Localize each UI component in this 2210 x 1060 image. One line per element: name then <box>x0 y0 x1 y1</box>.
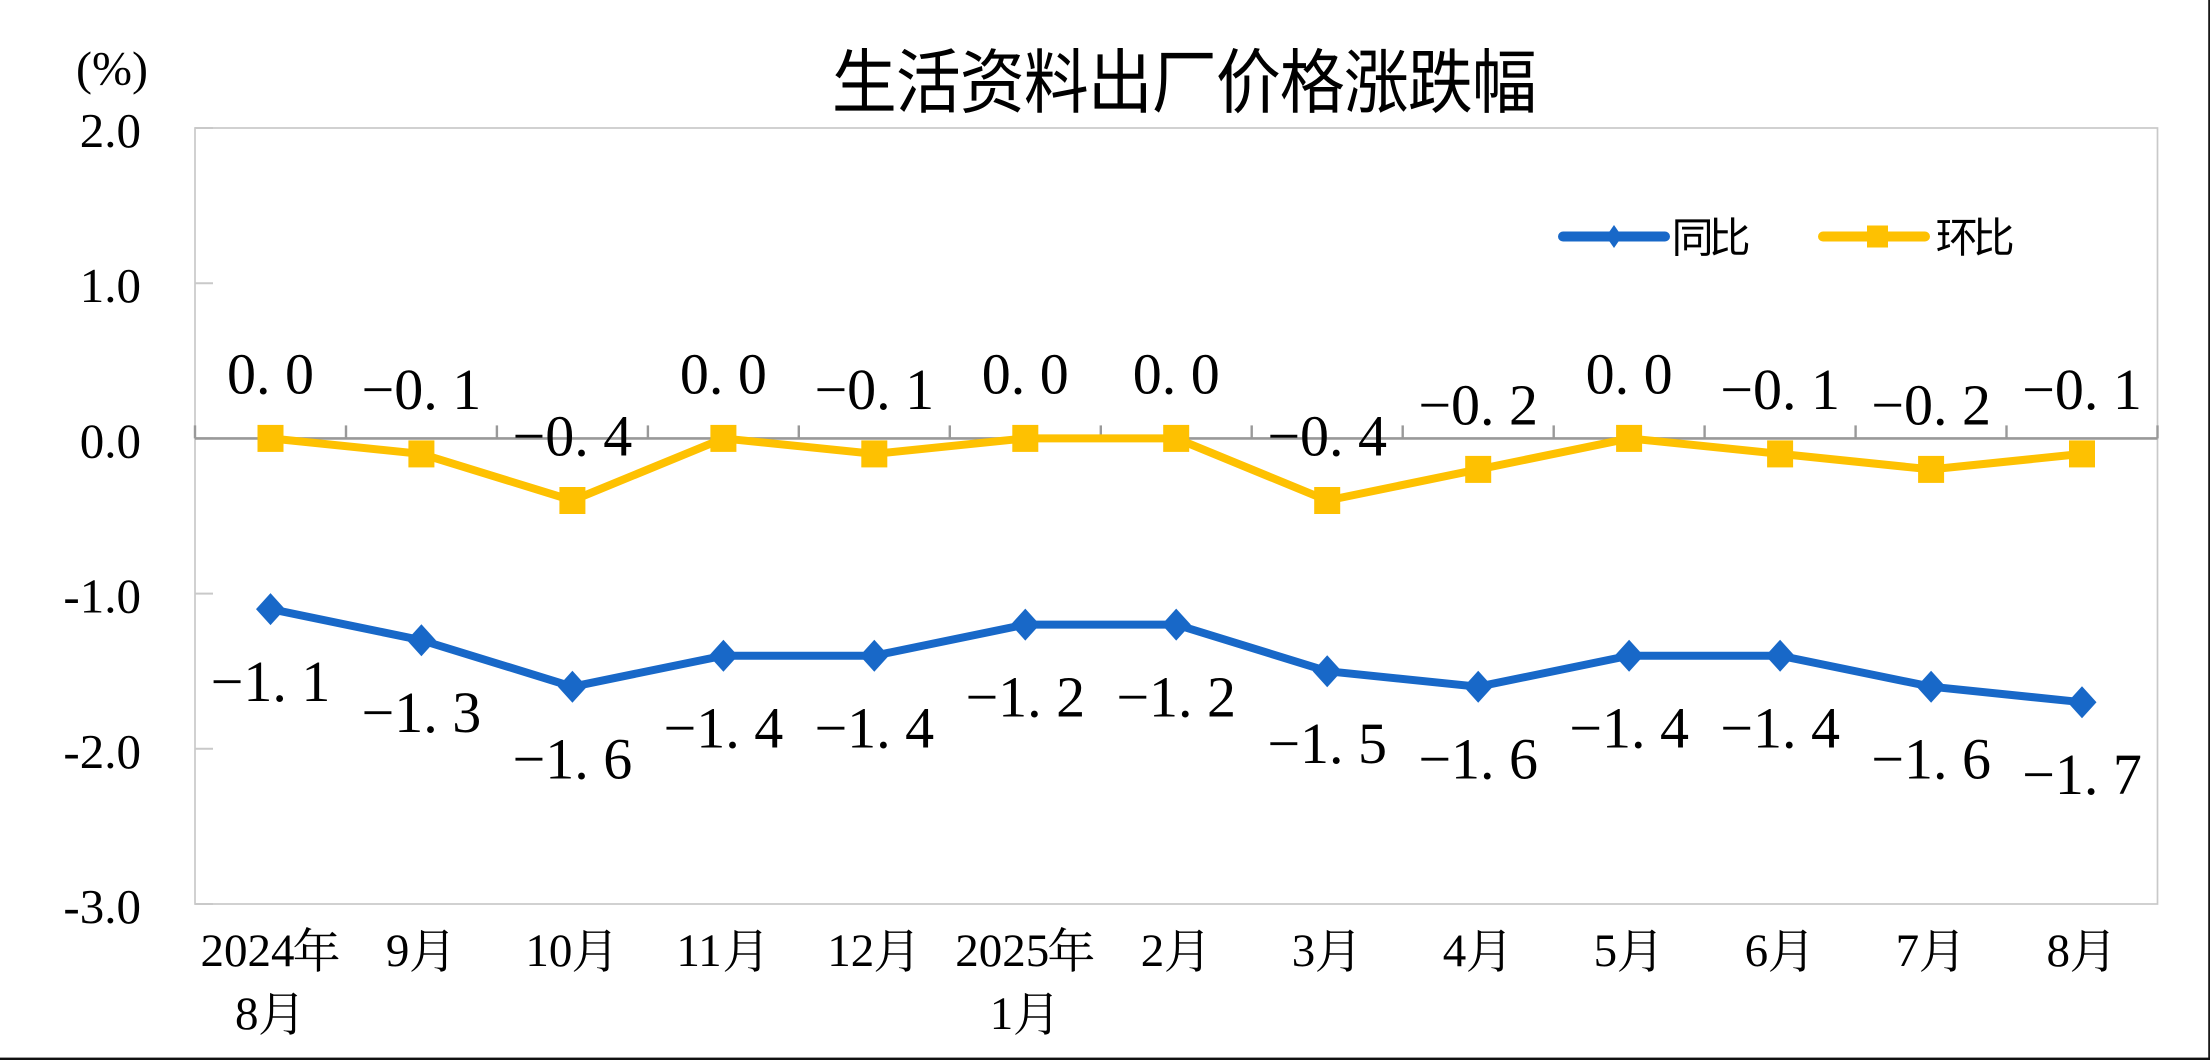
svg-text:−0. 4: −0. 4 <box>513 404 633 469</box>
svg-text:4: 4 <box>1443 925 1467 977</box>
svg-text:8: 8 <box>2047 925 2071 977</box>
svg-text:−1. 1: −1. 1 <box>211 649 331 714</box>
svg-text:0. 0: 0. 0 <box>1586 341 1673 406</box>
svg-text:-1.0: -1.0 <box>63 569 141 624</box>
svg-text:−0. 4: −0. 4 <box>1267 404 1387 469</box>
svg-text:0. 0: 0. 0 <box>982 341 1069 406</box>
svg-text:−1. 6: −1. 6 <box>1871 727 1991 792</box>
svg-text:1.0: 1.0 <box>80 258 141 313</box>
svg-text:12: 12 <box>827 925 874 977</box>
svg-text:−1. 3: −1. 3 <box>362 680 482 745</box>
svg-text:0. 0: 0. 0 <box>227 341 314 406</box>
svg-text:7: 7 <box>1896 925 1920 977</box>
svg-text:−0. 2: −0. 2 <box>1418 372 1538 437</box>
svg-text:−1. 4: −1. 4 <box>664 696 784 761</box>
svg-text:2024: 2024 <box>201 925 295 977</box>
svg-text:−1. 4: −1. 4 <box>1720 696 1840 761</box>
svg-text:−1. 5: −1. 5 <box>1267 711 1387 776</box>
svg-text:−1. 7: −1. 7 <box>2022 742 2142 807</box>
svg-text:5: 5 <box>1594 925 1618 977</box>
svg-text:8: 8 <box>235 988 259 1040</box>
svg-text:-2.0: -2.0 <box>63 724 141 779</box>
svg-text:−0. 2: −0. 2 <box>1871 372 1991 437</box>
svg-text:−1. 2: −1. 2 <box>1116 665 1236 730</box>
svg-text:2: 2 <box>1141 925 1165 977</box>
svg-text:11: 11 <box>676 925 721 977</box>
svg-text:−1. 6: −1. 6 <box>1418 727 1538 792</box>
svg-text:10: 10 <box>525 925 572 977</box>
svg-text:-3.0: -3.0 <box>63 879 141 934</box>
svg-text:−1. 4: −1. 4 <box>814 696 934 761</box>
svg-text:−0. 1: −0. 1 <box>2022 357 2142 422</box>
svg-text:0. 0: 0. 0 <box>1133 341 1220 406</box>
svg-text:−0. 1: −0. 1 <box>1720 357 1840 422</box>
svg-text:0.0: 0.0 <box>80 413 141 468</box>
svg-text:2.0: 2.0 <box>80 103 141 158</box>
svg-text:1: 1 <box>990 988 1014 1040</box>
svg-text:−0. 1: −0. 1 <box>814 357 934 422</box>
svg-text:−1. 6: −1. 6 <box>513 727 633 792</box>
svg-text:9: 9 <box>386 925 410 977</box>
svg-text:6: 6 <box>1745 925 1769 977</box>
svg-text:(%): (%) <box>76 43 148 96</box>
svg-text:−0. 1: −0. 1 <box>362 357 482 422</box>
svg-text:−1. 4: −1. 4 <box>1569 696 1689 761</box>
svg-text:2025: 2025 <box>955 925 1049 977</box>
svg-text:0. 0: 0. 0 <box>680 341 767 406</box>
svg-text:−1. 2: −1. 2 <box>965 665 1085 730</box>
svg-text:3: 3 <box>1292 925 1316 977</box>
